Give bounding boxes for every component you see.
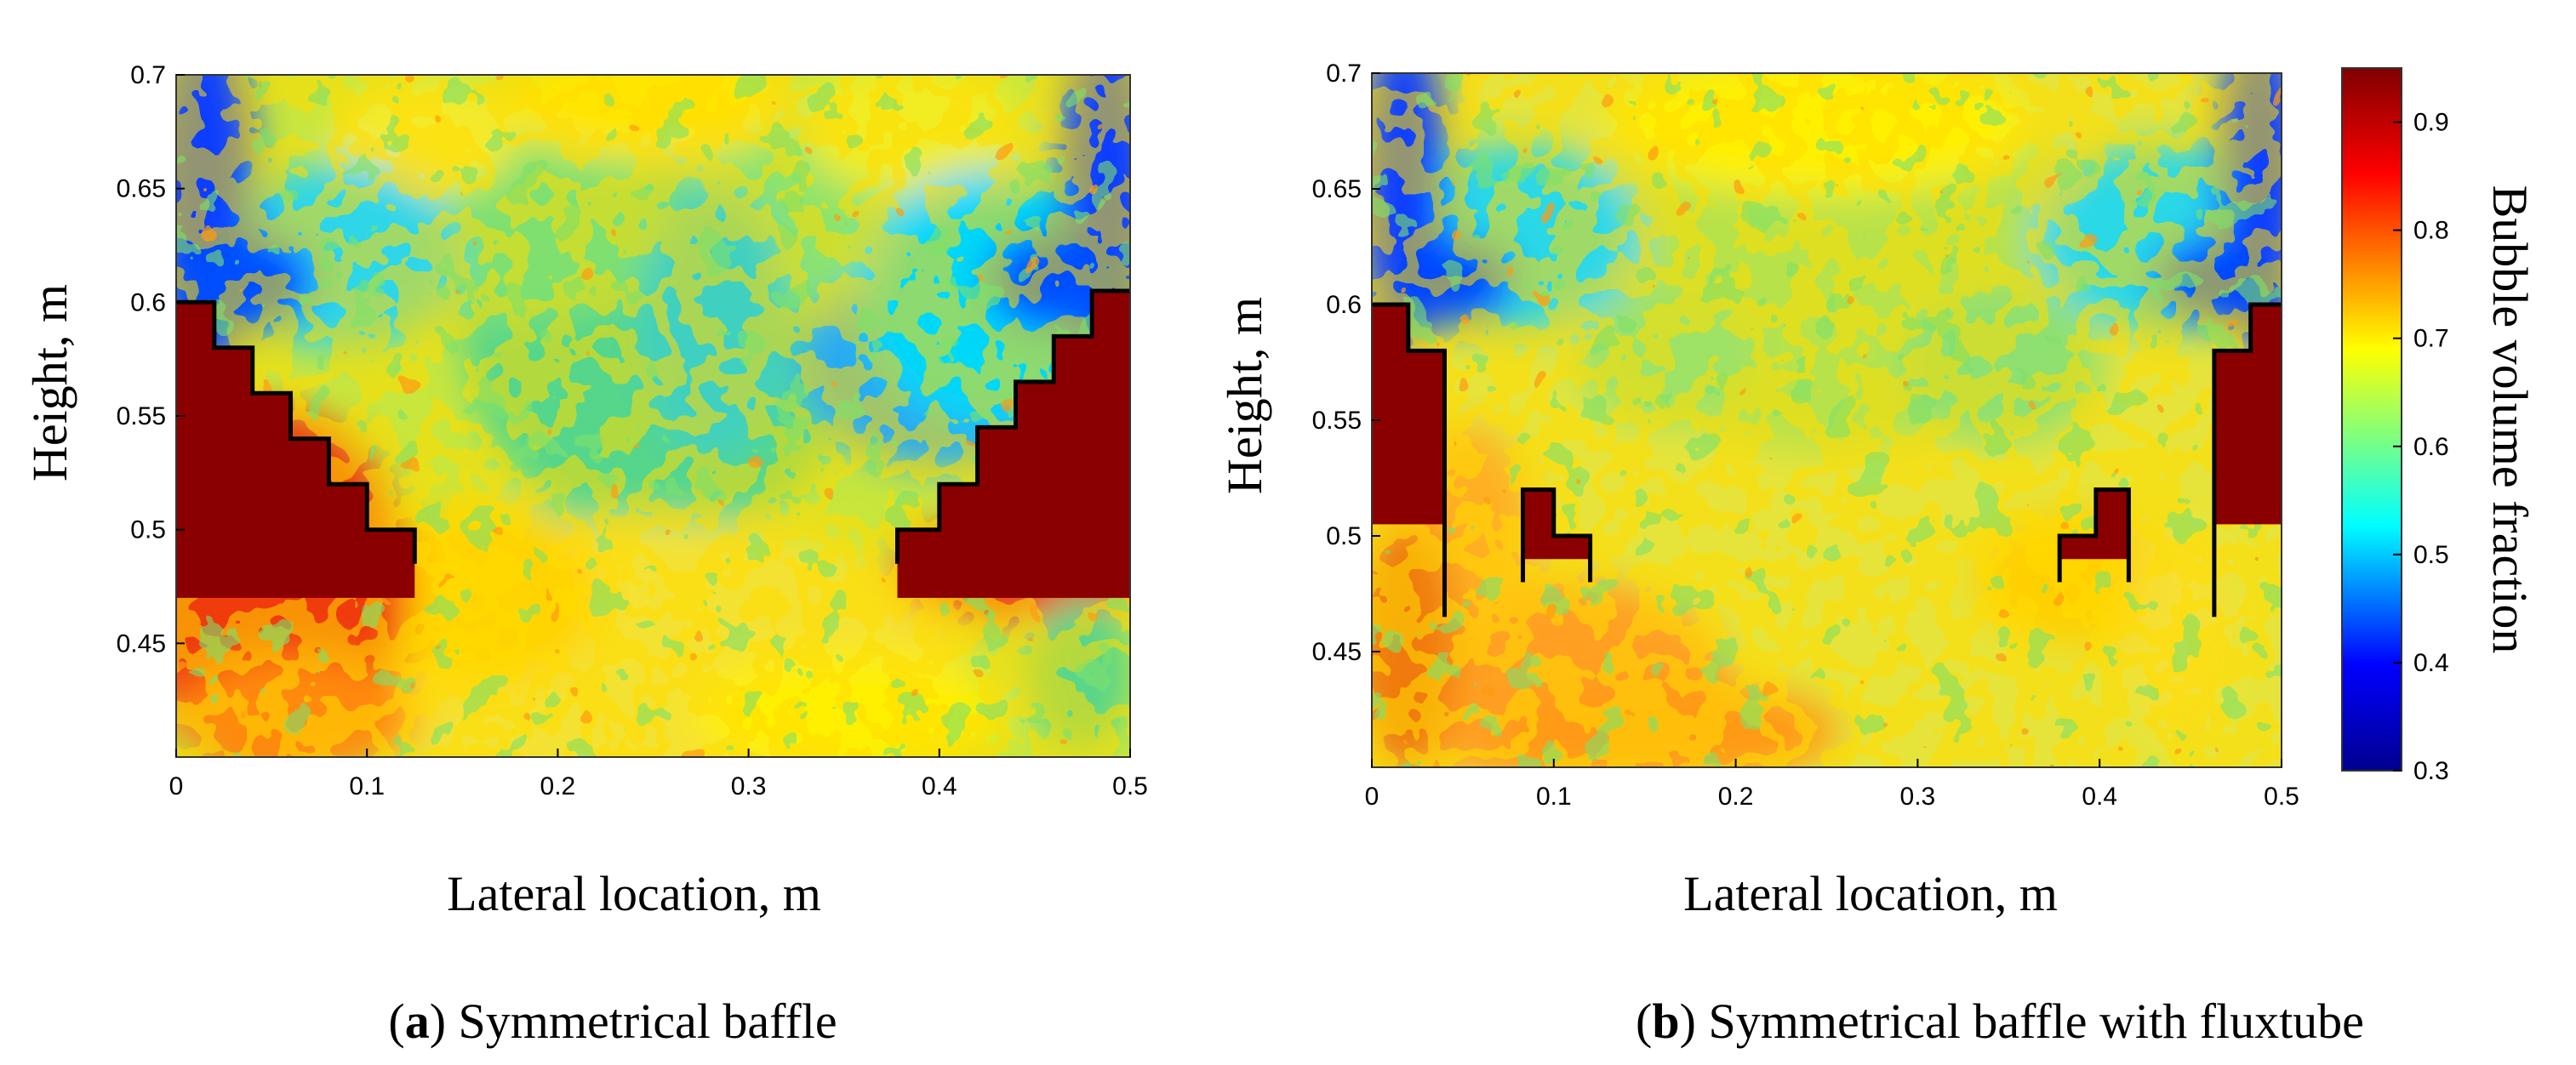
panel-b-xtick-label: 0.1 (1536, 783, 1572, 811)
panel-b-ylabel: Height, m (1217, 297, 1272, 494)
panel-a-ytick-label: 0.5 (130, 516, 166, 544)
panel-a-ytick-label: 0.55 (117, 402, 166, 430)
colorbar-tick-label: 0.4 (2413, 649, 2449, 677)
colorbar-tick-label: 0.9 (2413, 109, 2449, 137)
panel-a-baffle-right-body (897, 291, 1130, 598)
panel-b: 0 0.1 0.2 0.3 0.4 0.5 0.45 0.5 0.55 0.6 0.65 0.7 La… (1217, 60, 2364, 1049)
panel-a-field (176, 75, 1130, 757)
panel-a-ytick-label: 0.65 (117, 175, 166, 203)
panel-a-xtick-label: 0.5 (1112, 772, 1148, 800)
colorbar-tick-label: 0.5 (2413, 541, 2449, 569)
panel-b-xtick-label: 0.2 (1718, 783, 1754, 811)
panel-a-xtick-label: 0.3 (731, 772, 767, 800)
panel-b-tube-left-body (1522, 489, 1591, 560)
colorbar-ticks: 0.3 0.4 0.5 0.6 0.7 0.8 0.9 (2393, 109, 2449, 785)
panel-b-ytick-label: 0.7 (1326, 60, 1362, 88)
panel-b-baffle-left-outline (1372, 302, 1447, 618)
panel-a-xtick-label: 0.1 (349, 772, 385, 800)
panel-b-xtick-label: 0.3 (1900, 783, 1936, 811)
panel-b-baffle-right-outline (2212, 302, 2282, 618)
colorbar-tick-label: 0.8 (2413, 217, 2449, 245)
panel-b-baffle-left-body (1372, 305, 1445, 525)
colorbar-tick-label: 0.7 (2413, 325, 2449, 353)
colorbar-tick-label: 0.6 (2413, 433, 2449, 461)
panel-b-baffle-right-body (2213, 305, 2282, 525)
panel-a-ylabel: Height, m (22, 284, 77, 481)
panel-a-xlabel: Lateral location, m (447, 866, 821, 921)
panel-b-xtick-label: 0 (1365, 783, 1379, 811)
panel-a-ticks: 0 0.1 0.2 0.3 0.4 0.5 0.45 0.5 0.55 0.6 0.65 0.7 (117, 61, 1148, 800)
colorbar-label: Bubble volume fraction (2482, 185, 2538, 654)
colorbar-gradient (2341, 67, 2402, 772)
panel-b-ytick-label: 0.5 (1326, 522, 1362, 550)
panel-b-ytick-label: 0.65 (1312, 175, 1362, 203)
panel-b-ytick-label: 0.6 (1326, 291, 1362, 319)
panel-b-ytick-label: 0.55 (1312, 407, 1362, 435)
panel-a-caption: (a) Symmetrical baffle (388, 994, 837, 1049)
panel-b-tube-left-outline (1521, 487, 1593, 583)
panel-b-xtick-label: 0.4 (2082, 783, 2117, 811)
panel-b-caption: (b) Symmetrical baffle with fluxtube (1636, 994, 2364, 1049)
panel-b-field (1372, 73, 2282, 767)
panel-b-xlabel: Lateral location, m (1683, 866, 2058, 921)
panel-b-tube-right-outline (2057, 487, 2131, 583)
panel-a-xtick-label: 0.2 (540, 772, 576, 800)
panel-a: 0 0.1 0.2 0.3 0.4 0.5 0.45 0.5 0.55 0.6 0.65 0.7 La… (22, 61, 1148, 1049)
panel-a-ytick-label: 0.7 (130, 61, 166, 89)
panel-a-xtick-label: 0.4 (922, 772, 957, 800)
panel-a-ytick-label: 0.45 (117, 629, 166, 658)
panel-a-xtick-label: 0 (169, 772, 184, 800)
panel-a-baffle-left-body (176, 302, 415, 598)
colorbar-tick-label: 0.3 (2413, 757, 2449, 785)
panel-a-baffle-right-outline (895, 288, 1130, 564)
panel-b-ticks: 0 0.1 0.2 0.3 0.4 0.5 0.45 0.5 0.55 0.6 0.65 0.7 (1312, 60, 2299, 811)
panel-b-ytick-label: 0.45 (1312, 638, 1362, 666)
panel-a-ytick-label: 0.6 (130, 288, 166, 316)
panel-b-xtick-label: 0.5 (2264, 783, 2299, 811)
panel-b-tube-right-body (2059, 489, 2129, 560)
colorbar: 0.3 0.4 0.5 0.6 0.7 0.8 0.9 Bubble volume frac… (2341, 67, 2538, 785)
panel-a-baffle-left-outline (176, 299, 417, 564)
